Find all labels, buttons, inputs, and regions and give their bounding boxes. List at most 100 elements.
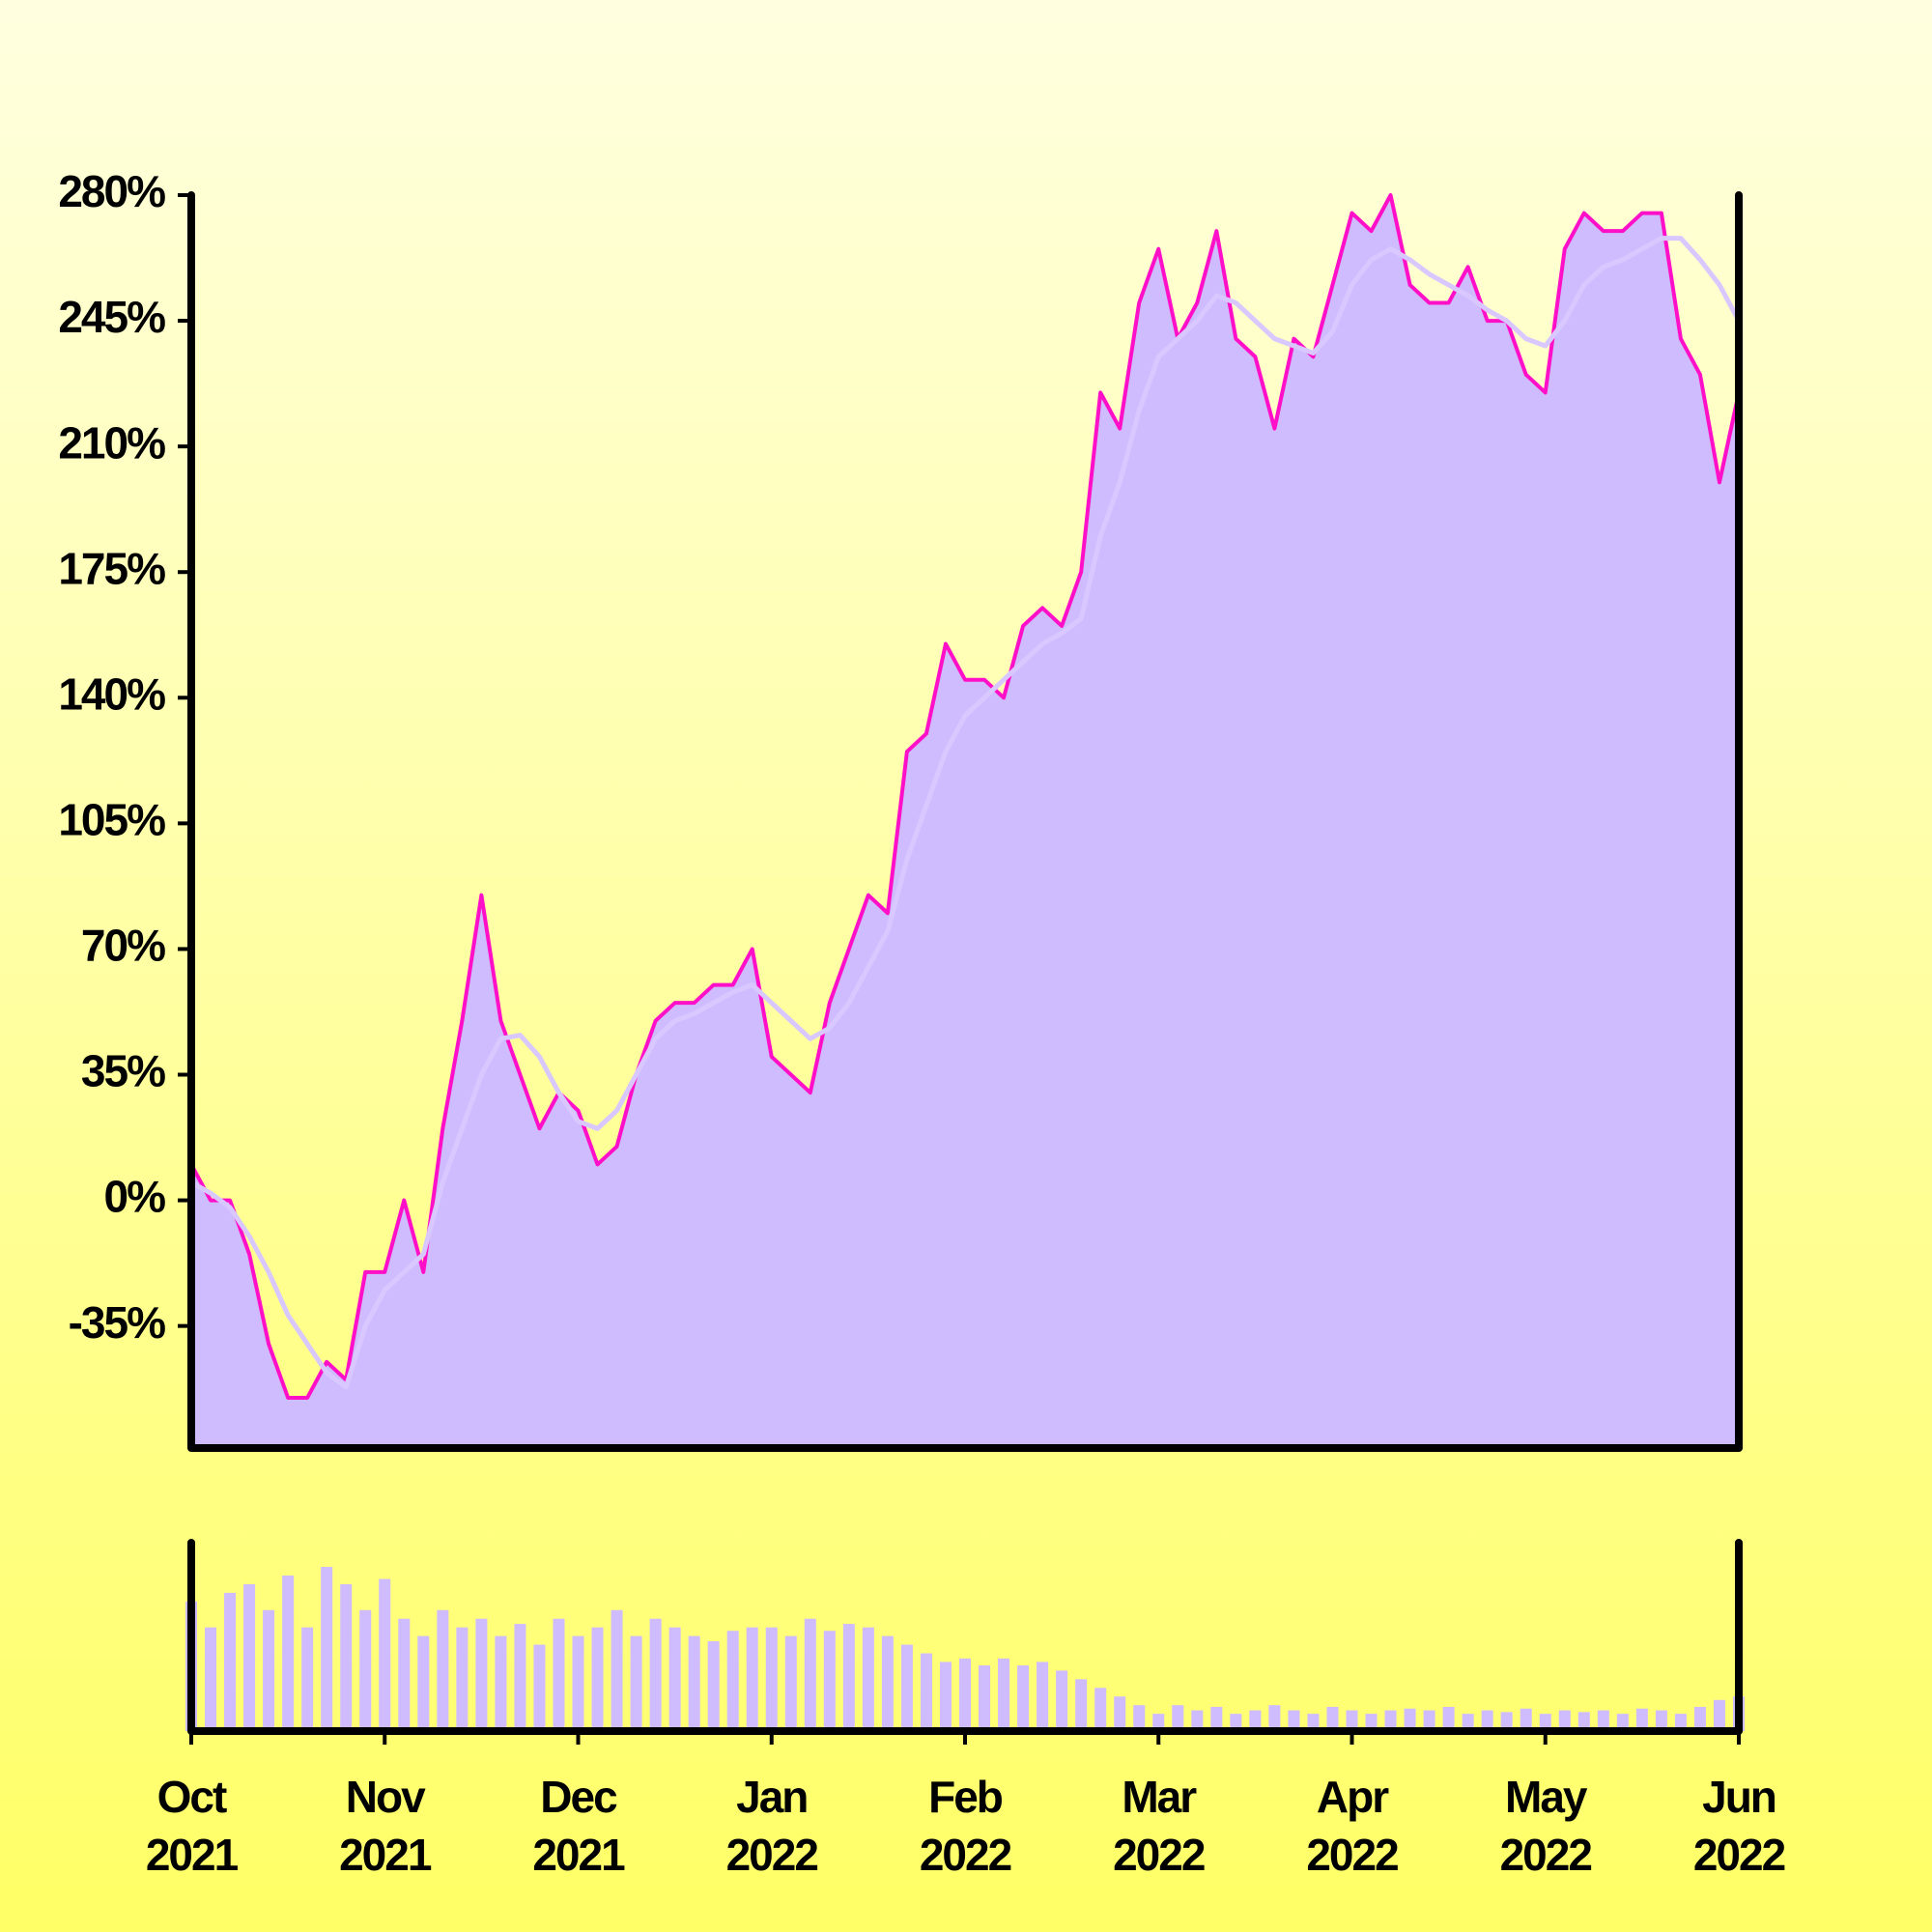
volume-bar [1655, 1710, 1667, 1731]
volume-bar [611, 1609, 623, 1731]
y-tick-label: 175% [58, 543, 165, 593]
volume-bar [1133, 1705, 1146, 1731]
volume-bar [379, 1578, 391, 1731]
volume-bar [1075, 1679, 1088, 1731]
volume-bar [1442, 1706, 1455, 1731]
volume-bar [862, 1627, 874, 1731]
x-tick-label: Dec 2021 [532, 1772, 625, 1880]
y-tick-label: 105% [58, 795, 165, 845]
volume-bar [1597, 1710, 1609, 1731]
volume-bar [321, 1567, 333, 1731]
volume-bar [939, 1662, 952, 1731]
volume-bar [630, 1635, 642, 1731]
volume-bar [1172, 1705, 1184, 1731]
volume-bar [1017, 1665, 1030, 1731]
volume-bar [263, 1609, 275, 1731]
volume-bar [1191, 1710, 1204, 1731]
y-tick-label: -35% [69, 1297, 165, 1348]
volume-bar [1249, 1710, 1262, 1731]
volume-bar [979, 1665, 991, 1731]
volume-bar [668, 1627, 681, 1731]
volume-bar [688, 1635, 700, 1731]
x-tick-label: Jun 2022 [1692, 1772, 1786, 1880]
volume-bar [553, 1618, 565, 1731]
volume-bar [881, 1635, 894, 1731]
volume-bar [1693, 1706, 1706, 1731]
volume-bar [1423, 1710, 1435, 1731]
volume-bar [572, 1635, 584, 1731]
volume-bar [1346, 1710, 1358, 1731]
volume-bar [1268, 1705, 1281, 1731]
x-tick-label: Feb 2022 [919, 1772, 1012, 1880]
volume-bar [958, 1658, 972, 1731]
volume-bar [282, 1575, 295, 1731]
axis-frame [187, 1539, 1743, 1735]
volume-bar [920, 1653, 932, 1731]
y-tick-label: 245% [58, 292, 165, 342]
volume-bar [437, 1609, 449, 1731]
x-tick-label: May 2022 [1499, 1772, 1593, 1880]
volume-bar [1616, 1714, 1629, 1731]
volume-bar [398, 1618, 411, 1731]
volume-bar [1037, 1662, 1049, 1731]
area-fill [191, 195, 1739, 1448]
volume-bar [1481, 1710, 1493, 1731]
y-tick-label: 140% [58, 668, 165, 719]
y-tick-label: 280% [58, 166, 165, 216]
volume-bar [998, 1658, 1010, 1731]
volume-bar [726, 1631, 739, 1731]
volume-bar [1114, 1696, 1126, 1731]
volume-bar [359, 1609, 372, 1731]
volume-bar [1326, 1706, 1339, 1731]
volume-bar [804, 1618, 816, 1731]
volume-bar [1539, 1714, 1551, 1731]
x-tick-label: Apr 2022 [1306, 1772, 1399, 1880]
y-tick-label: 210% [58, 417, 165, 468]
volume-bar [340, 1583, 353, 1731]
average-line [189, 236, 1742, 1390]
volume-bar [205, 1627, 217, 1731]
volume-bar [900, 1644, 913, 1731]
volume-bar [1230, 1714, 1242, 1731]
volume-bar [224, 1592, 237, 1731]
volume-bar [842, 1624, 855, 1731]
volume-bar [823, 1631, 836, 1731]
x-tick-label: Nov 2021 [339, 1772, 432, 1880]
volume-bar [1365, 1714, 1378, 1731]
volume-bar [784, 1635, 797, 1731]
volume-bar [1462, 1714, 1474, 1731]
x-tick-label: Jan 2022 [725, 1772, 819, 1880]
volume-bar [746, 1627, 758, 1731]
y-tick-label: 0% [104, 1172, 166, 1222]
x-tick-label: Mar 2022 [1113, 1772, 1206, 1880]
volume-bar [1210, 1706, 1223, 1731]
volume-bar [1577, 1712, 1590, 1731]
volume-bar [495, 1635, 507, 1731]
volume-bar [243, 1583, 256, 1731]
volume-bar [1713, 1699, 1725, 1731]
x-tick-label: Oct 2021 [145, 1772, 239, 1880]
volume-bar [765, 1627, 778, 1731]
volume-bar [1288, 1710, 1300, 1731]
volume-bar [514, 1624, 526, 1731]
volume-bar [1674, 1714, 1687, 1731]
volume-bar [1152, 1714, 1165, 1731]
volume-bar [1056, 1670, 1068, 1731]
volume-bar [475, 1618, 488, 1731]
volume-bar [1307, 1714, 1320, 1731]
volume-bar [591, 1627, 604, 1731]
volume-bar [1500, 1712, 1513, 1731]
y-tick-label: 70% [81, 921, 165, 971]
volume-bar [1384, 1710, 1397, 1731]
volume-bar [301, 1627, 314, 1731]
volume-bar [456, 1627, 469, 1731]
volume-bar [1558, 1710, 1571, 1731]
volume-bar [1404, 1708, 1416, 1731]
axis-frame [187, 191, 1743, 1452]
volume-bar [1520, 1708, 1532, 1731]
volume-bar [1635, 1708, 1648, 1731]
volume-bar [1094, 1688, 1107, 1731]
volume-bar [533, 1644, 546, 1731]
